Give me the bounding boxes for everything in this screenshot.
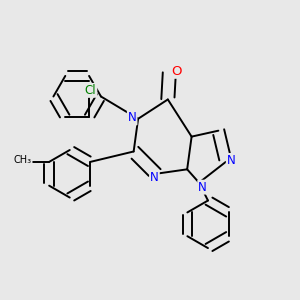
Text: Cl: Cl <box>85 84 96 97</box>
Text: N: N <box>150 171 159 184</box>
Text: N: N <box>198 181 207 194</box>
Text: N: N <box>128 111 136 124</box>
Text: O: O <box>172 65 182 78</box>
Text: CH₃: CH₃ <box>13 155 32 165</box>
Text: N: N <box>227 154 236 167</box>
